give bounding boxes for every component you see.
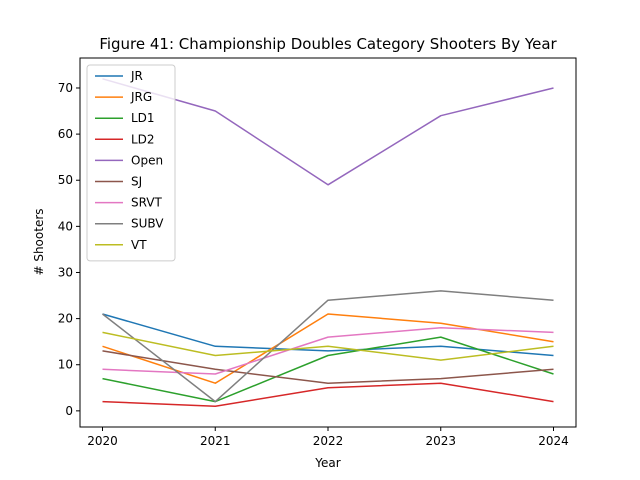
x-tick-label: 2021 bbox=[200, 434, 231, 448]
legend-box bbox=[86, 64, 176, 262]
x-tick-label: 2020 bbox=[87, 434, 118, 448]
series-line-sj bbox=[102, 350, 554, 384]
legend-label: LD2 bbox=[131, 132, 155, 146]
x-tick-label: 2024 bbox=[538, 434, 569, 448]
x-tick-label: 2022 bbox=[313, 434, 344, 448]
legend-label: JR bbox=[130, 69, 143, 83]
legend-label: SRVT bbox=[131, 196, 163, 210]
y-tick-label: 70 bbox=[58, 81, 73, 95]
series-line-jr bbox=[102, 313, 554, 357]
series-line-open bbox=[102, 78, 554, 186]
axes: 2020 2021 2022 2023 2024 0 10 20 30 40 50 60 70 bbox=[58, 81, 569, 448]
y-tick-label: 50 bbox=[58, 173, 73, 187]
y-tick-label: 20 bbox=[58, 312, 73, 326]
x-axis-title: Year bbox=[314, 456, 340, 470]
legend-label: SJ bbox=[131, 175, 142, 189]
series-line-ld1 bbox=[102, 336, 554, 403]
y-tick-label: 30 bbox=[58, 265, 73, 279]
series-line-subv bbox=[102, 290, 554, 403]
legend-label: SUBV bbox=[131, 217, 164, 231]
series-line-ld2 bbox=[102, 382, 554, 407]
y-axis-title: # Shooters bbox=[32, 208, 46, 275]
chart-title: Figure 41: Championship Doubles Category… bbox=[99, 35, 557, 53]
y-tick-label: 10 bbox=[58, 358, 73, 372]
y-tick-label: 0 bbox=[65, 404, 73, 418]
legend-label: VT bbox=[131, 238, 147, 252]
y-tick-label: 60 bbox=[58, 127, 73, 141]
legend-label: Open bbox=[131, 153, 163, 167]
series-line-vt bbox=[102, 331, 554, 361]
legend: JR JRG LD1 LD2 Open SJ SRVT SUBV VT bbox=[86, 64, 176, 262]
legend-label: JRG bbox=[130, 90, 152, 104]
x-tick-label: 2023 bbox=[425, 434, 456, 448]
y-tick-label: 40 bbox=[58, 219, 73, 233]
series-lines bbox=[102, 78, 554, 407]
legend-label: LD1 bbox=[131, 111, 155, 125]
